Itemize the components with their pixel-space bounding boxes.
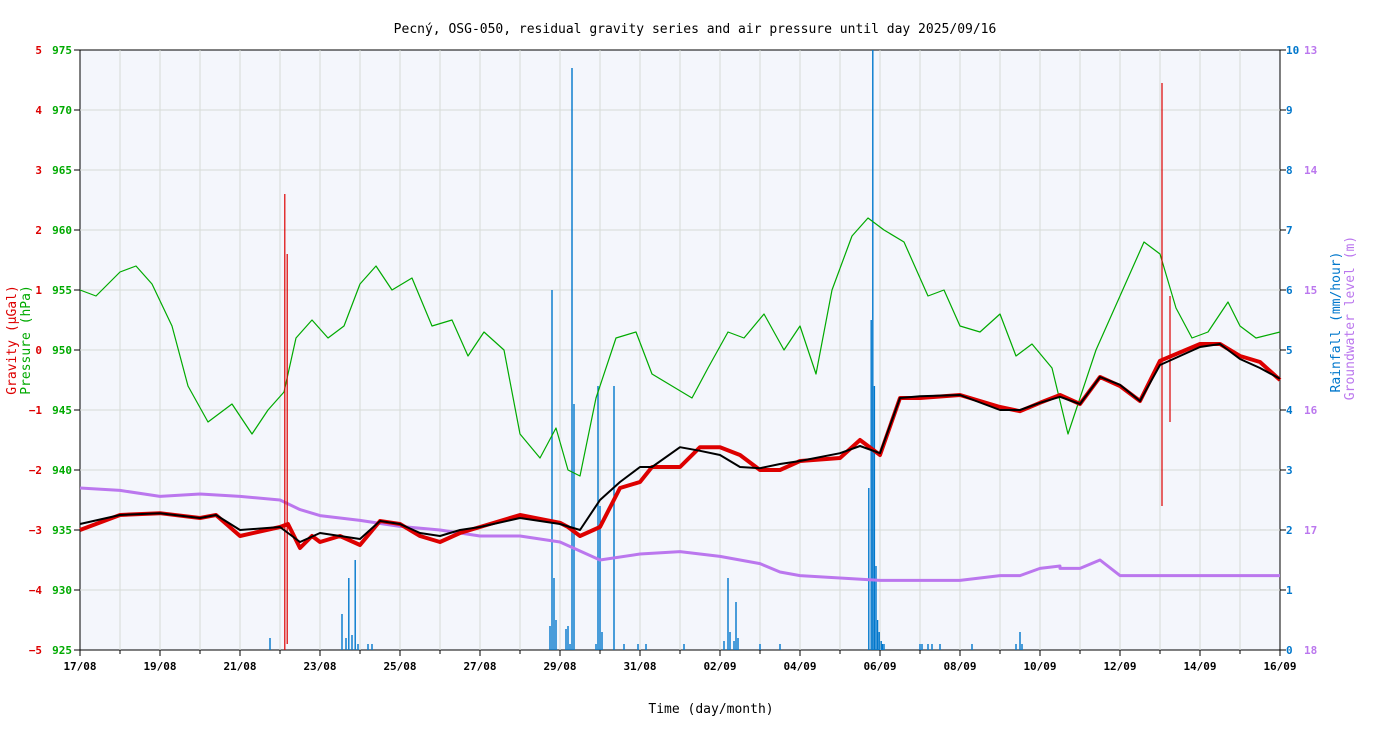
gravity-tick-label: 5: [35, 44, 42, 57]
x-tick-label: 29/08: [543, 660, 576, 673]
pressure-tick-label: 930: [52, 584, 72, 597]
groundwater-tick-label: 18: [1304, 644, 1317, 657]
x-tick-label: 12/09: [1103, 660, 1136, 673]
rainfall-bars: [269, 50, 1023, 650]
rainfall-tick-label: 4: [1286, 404, 1293, 417]
rainfall-tick-label: 9: [1286, 104, 1293, 117]
gravity-tick-label: 4: [35, 104, 42, 117]
grid-lines: [80, 50, 1280, 650]
rainfall-tick-label: 10: [1286, 44, 1299, 57]
rainfall-tick-label: 8: [1286, 164, 1293, 177]
pressure-tick-label: 960: [52, 224, 72, 237]
pressure-tick-label: 955: [52, 284, 72, 297]
gravity-tick-label: 2: [35, 224, 42, 237]
x-tick-label: 16/09: [1263, 660, 1296, 673]
pressure-tick-label: 925: [52, 644, 72, 657]
pressure-tick-label: 935: [52, 524, 72, 537]
x-axis-title: Time (day/month): [648, 702, 773, 717]
gravity-tick-label: 1: [35, 284, 42, 297]
x-tick-label: 17/08: [63, 660, 96, 673]
x-tick-label: 19/08: [143, 660, 176, 673]
pressure-tick-label: 970: [52, 104, 72, 117]
left-axis-ticks: −5 925 −4 930 −3 935 −2 940 −1 945 0 950 1 955 2 960 3 96…: [29, 44, 80, 657]
groundwater-tick-label: 17: [1304, 524, 1317, 537]
rainfall-tick-label: 7: [1286, 224, 1293, 237]
x-tick-label: 25/08: [383, 660, 416, 673]
x-tick-label: 23/08: [303, 660, 336, 673]
x-tick-label: 27/08: [463, 660, 496, 673]
groundwater-axis-title: Groundwater level (m): [1343, 236, 1358, 400]
gravity-tick-label: −1: [29, 404, 43, 417]
gravity-tick-label: −4: [29, 584, 43, 597]
gravity-axis-title: Gravity (µGal): [5, 285, 20, 395]
pressure-tick-label: 940: [52, 464, 72, 477]
groundwater-line: [79, 486, 1280, 582]
rainfall-tick-label: 0: [1286, 644, 1293, 657]
series-lines: [79, 83, 1282, 650]
groundwater-tick-label: 13: [1304, 44, 1317, 57]
pressure-tick-label: 975: [52, 44, 72, 57]
gravity-tick-label: 0: [35, 344, 42, 357]
pressure-line: [79, 217, 1281, 477]
pressure-tick-label: 945: [52, 404, 72, 417]
x-tick-label: 08/09: [943, 660, 976, 673]
chart-title: Pecný, OSG-050, residual gravity series …: [394, 22, 997, 37]
rainfall-tick-label: 1: [1286, 584, 1293, 597]
x-tick-label: 31/08: [623, 660, 656, 673]
x-axis-ticks: 17/08 19/08 21/08 23/08 25/08 27/08 29/08 31/08…: [63, 650, 1297, 673]
gravity-smoothed-line: [79, 343, 1281, 543]
rainfall-tick-label: 3: [1286, 464, 1293, 477]
groundwater-tick-label: 16: [1304, 404, 1318, 417]
x-tick-label: 06/09: [863, 660, 896, 673]
rainfall-tick-label: 5: [1286, 344, 1293, 357]
gravity-tick-label: 3: [35, 164, 42, 177]
gravity-tick-label: −2: [29, 464, 42, 477]
pressure-tick-label: 965: [52, 164, 72, 177]
rainfall-tick-label: 2: [1286, 524, 1293, 537]
x-tick-label: 04/09: [783, 660, 816, 673]
rainfall-axis-title: Rainfall (mm/hour): [1329, 252, 1344, 393]
x-tick-label: 14/09: [1183, 660, 1216, 673]
rainfall-tick-label: 6: [1286, 284, 1293, 297]
gravity-tick-label: −3: [29, 524, 42, 537]
pressure-axis-title: Pressure (hPa): [19, 285, 34, 395]
gravity-tick-label: −5: [29, 644, 42, 657]
groundwater-tick-label: 14: [1304, 164, 1318, 177]
x-tick-label: 21/08: [223, 660, 256, 673]
right-axis-ticks: 0 1 2 3 4 5 6 7 8 9 10 18 17 16 15 14 13: [1280, 44, 1318, 657]
x-tick-label: 02/09: [703, 660, 736, 673]
pressure-tick-label: 950: [52, 344, 72, 357]
groundwater-tick-label: 15: [1304, 284, 1317, 297]
x-tick-label: 10/09: [1023, 660, 1056, 673]
